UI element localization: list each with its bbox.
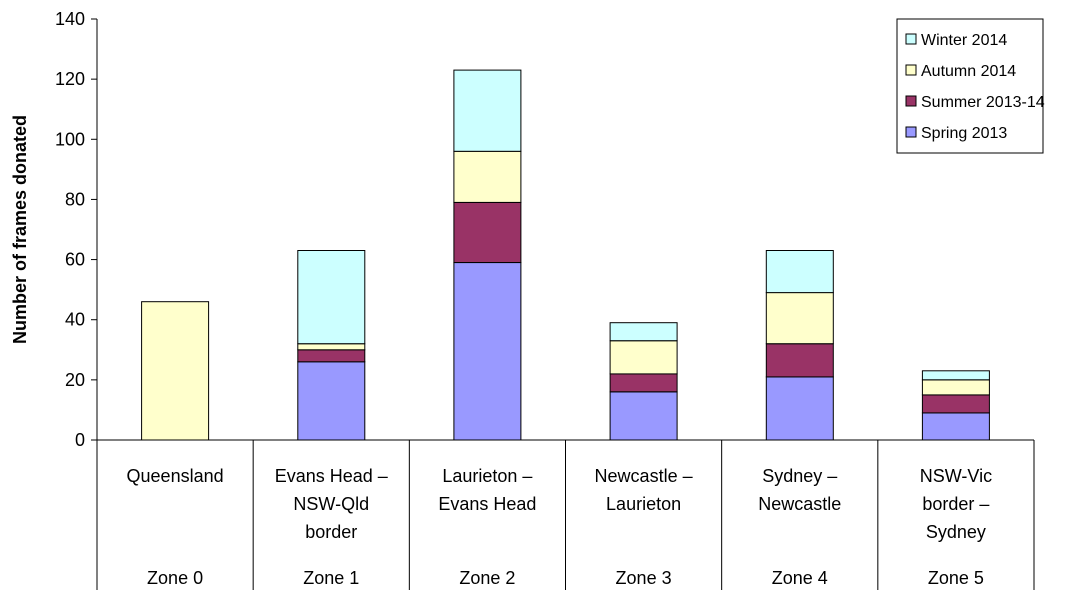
legend-label: Spring 2013 xyxy=(921,125,1007,142)
y-tick-label: 40 xyxy=(65,310,85,330)
category-label: Laurieton – xyxy=(442,466,532,486)
legend: Winter 2014 Autumn 2014 Summer 2013-14 Spri… xyxy=(896,18,1045,154)
category-label: NSW-Vic xyxy=(920,466,992,486)
category-label: Newcastle xyxy=(758,494,841,514)
legend-swatch xyxy=(905,64,917,76)
bar-segment xyxy=(453,150,522,203)
legend-label: Winter 2014 xyxy=(921,32,1007,49)
bar-segment xyxy=(921,370,990,381)
legend-box xyxy=(896,18,1044,154)
zone-label: Zone 4 xyxy=(772,568,828,588)
category-label: border xyxy=(305,522,357,542)
category-label: Evans Head – xyxy=(275,466,388,486)
legend-swatch xyxy=(905,95,917,107)
y-tick-label: 60 xyxy=(65,250,85,270)
bar-segment xyxy=(453,69,522,152)
category-label: Laurieton xyxy=(606,494,681,514)
bar-segment xyxy=(609,373,678,393)
bar-segment xyxy=(297,250,366,345)
y-tick-label: 100 xyxy=(55,129,85,149)
zone-label: Zone 5 xyxy=(928,568,984,588)
y-axis-title: Number of frames donated xyxy=(10,115,30,344)
bars-layer xyxy=(141,69,990,441)
zone-label: Zone 2 xyxy=(459,568,515,588)
bar-segment xyxy=(609,391,678,441)
y-tick-label: 120 xyxy=(55,69,85,89)
bar-segment xyxy=(921,412,990,441)
bar-segment xyxy=(921,379,990,396)
bar-segment xyxy=(609,340,678,375)
category-label: border – xyxy=(922,494,989,514)
bar-segment xyxy=(765,376,834,441)
zone-label: Zone 3 xyxy=(616,568,672,588)
bar-segment xyxy=(765,250,834,294)
labels-layer: 0 20 40 60 80 100 120 140 Queensland Zone 0 Evans … xyxy=(10,9,992,588)
bar-segment xyxy=(765,292,834,345)
bar-segment xyxy=(453,201,522,263)
category-label: Evans Head xyxy=(438,494,536,514)
category-label: Sydney xyxy=(926,522,986,542)
zone-label: Zone 1 xyxy=(303,568,359,588)
legend-swatch xyxy=(905,126,917,138)
y-tick-label: 140 xyxy=(55,9,85,29)
bar-segment xyxy=(453,262,522,441)
legend-label: Autumn 2014 xyxy=(921,63,1016,80)
category-label: Queensland xyxy=(127,466,224,486)
legend-label: Summer 2013-14 xyxy=(921,94,1045,111)
legend-swatch xyxy=(905,33,917,45)
bar-segment xyxy=(297,361,366,441)
bar-segment xyxy=(297,343,366,351)
category-label: NSW-Qld xyxy=(293,494,369,514)
bar-segment xyxy=(921,394,990,414)
category-label: Sydney – xyxy=(762,466,837,486)
bar-segment xyxy=(297,349,366,363)
y-tick-label: 80 xyxy=(65,189,85,209)
zone-label: Zone 0 xyxy=(147,568,203,588)
bar-segment xyxy=(765,343,834,378)
category-label: Newcastle – xyxy=(595,466,693,486)
y-tick-label: 0 xyxy=(75,430,85,450)
bar-segment xyxy=(609,322,678,342)
y-tick-label: 20 xyxy=(65,370,85,390)
bar-segment xyxy=(141,301,210,441)
axes-layer xyxy=(91,18,1035,590)
